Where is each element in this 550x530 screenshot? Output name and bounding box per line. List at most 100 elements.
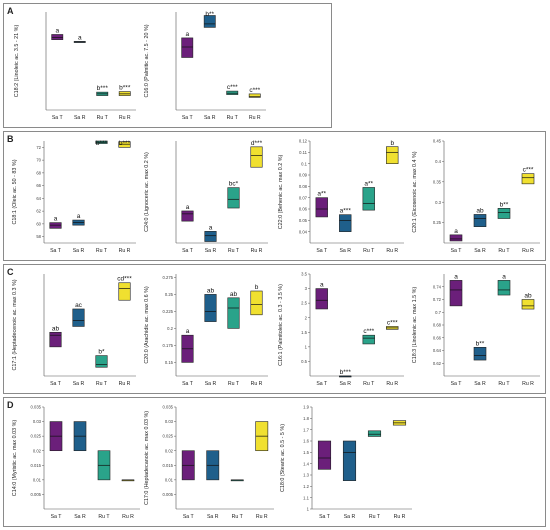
y-tick-label: 64 (36, 196, 41, 201)
x-tick-label: Ru T (363, 248, 375, 254)
significance-label: a** (364, 180, 373, 187)
significance-label: b (255, 284, 259, 291)
box-1 (449, 234, 463, 242)
significance-label: ac (75, 302, 83, 309)
chart-linoleic: C18:2 (Linoleic ac. 3.5 - 21 %) Sa T a Sa R… (14, 12, 136, 121)
chart-oleic: C18:1 (Oleic ac. 50 - 83 %) 58 60 62 64 66 68 7… (12, 140, 136, 254)
box-2 (203, 15, 216, 28)
y-tick-label: 1.8 (303, 416, 309, 421)
x-tick-label: Ru R (119, 381, 131, 387)
y-tick-label: 66 (36, 183, 41, 188)
chart-stearic: C18:0 (Stearic ac. 0.5 - 5 %) 1 1.1 1.2 1.3 1… (280, 405, 412, 520)
x-tick-label: Ru R (119, 115, 131, 121)
y-tick-label: 72 (36, 145, 41, 150)
y-tick-label: 0.25 (433, 220, 442, 225)
x-tick-label: Sa T (316, 381, 328, 387)
y-tick-label: 0.015 (31, 463, 42, 468)
y-tick-label: 1.2 (303, 484, 309, 489)
y-axis-label: C18:3 (Linolenic ac. max 1.5 %) (412, 287, 418, 364)
box-1 (315, 197, 328, 218)
y-tick-label: 0.225 (163, 309, 174, 314)
box-4 (118, 282, 131, 301)
chart-heptadecanoic: C17:0 (Heptadecanoic ac. max 0.03 %) 0.00… (144, 405, 274, 520)
x-tick-label: Ru T (96, 381, 108, 387)
y-tick-label: 0.025 (163, 434, 174, 439)
significance-label: b** (500, 201, 509, 208)
y-tick-label: 0.45 (433, 139, 442, 144)
significance-label: ab (207, 287, 215, 294)
significance-label: a*** (340, 208, 352, 215)
y-axis-label: C16:1 (Palmitoleic ac. 0.3 - 3.5 %) (278, 284, 284, 366)
y-tick-label: 1.5 (301, 330, 307, 335)
y-tick-label: 0.02 (165, 448, 174, 453)
box-1 (181, 210, 194, 222)
box-2 (204, 294, 217, 322)
significance-label: b*** (119, 85, 131, 92)
y-tick-label: 0.12 (299, 139, 308, 144)
y-tick-label: 1.5 (303, 450, 309, 455)
box-4 (250, 146, 263, 168)
y-tick-label: 0.04 (299, 229, 308, 234)
x-tick-label: Ru T (97, 115, 109, 121)
significance-label: b** (476, 340, 485, 347)
x-tick-label: Ru T (498, 381, 510, 387)
significance-label: a (186, 204, 190, 211)
significance-label: a (186, 328, 190, 335)
box-1 (449, 280, 463, 307)
significance-label: b** (205, 11, 214, 18)
panel-b-label: B (7, 134, 14, 144)
y-tick-label: 0.72 (433, 297, 442, 302)
box-3 (367, 430, 382, 437)
y-tick-label: 0.03 (33, 419, 42, 424)
y-axis-label: C18:2 (Linoleic ac. 3.5 - 21 %) (14, 25, 20, 98)
y-axis-label: C17:0 (Heptadecanoic ac. max 0.03 %) (144, 411, 150, 505)
y-tick-label: 0.02 (33, 448, 42, 453)
x-tick-label: Ru R (522, 248, 534, 254)
x-tick-label: Sa T (451, 248, 463, 254)
y-tick-label: 1.1 (303, 495, 309, 500)
x-tick-label: Sa T (319, 514, 331, 520)
y-tick-label: 0.35 (433, 179, 442, 184)
significance-label: b*** (96, 140, 108, 147)
panel-d-label: D (7, 400, 14, 410)
x-tick-label: Ru R (256, 514, 268, 520)
box-1 (181, 37, 194, 58)
y-tick-label: 0.015 (163, 463, 174, 468)
y-tick-label: 0.68 (433, 323, 442, 328)
y-tick-label: 68 (36, 170, 41, 175)
x-tick-label: Sa T (52, 115, 64, 121)
y-tick-label: 0.175 (163, 343, 174, 348)
y-tick-label: 0.07 (299, 195, 308, 200)
panel-a-frame (3, 3, 332, 128)
y-axis-label: C18:0 (Stearic ac. 0.5 - 5 %) (280, 424, 286, 492)
y-axis-label: C18:1 (Oleic ac. 50 - 83 %) (12, 159, 18, 224)
x-tick-label: Ru R (251, 248, 263, 254)
y-tick-label: 0.01 (33, 477, 42, 482)
y-axis-label: C22:0 (Behenic ac. max 0.2 %) (278, 154, 284, 229)
x-tick-label: Ru T (228, 381, 240, 387)
y-tick-label: 0.3 (435, 200, 441, 205)
y-tick-label: 70 (36, 158, 41, 163)
box-1 (315, 288, 328, 310)
x-tick-label: Ru T (363, 381, 375, 387)
x-tick-label: Sa R (204, 115, 216, 121)
x-tick-label: Sa R (74, 514, 86, 520)
x-tick-label: Sa T (182, 248, 194, 254)
significance-label: b*** (340, 369, 352, 376)
significance-label: d*** (251, 140, 263, 147)
significance-label: c*** (227, 84, 238, 91)
x-tick-label: Ru T (498, 248, 510, 254)
y-tick-label: 58 (36, 234, 41, 239)
y-tick-label: 1.7 (303, 427, 309, 432)
y-tick-label: 3.5 (301, 272, 307, 277)
box-4 (521, 299, 535, 310)
box-2 (342, 440, 357, 481)
y-tick-label: 0.74 (433, 284, 442, 289)
box-2 (72, 308, 85, 327)
box-2 (204, 231, 217, 242)
significance-label: cd*** (117, 276, 132, 283)
chart-linolenic: C18:3 (Linolenic ac. max 1.5 %) 0.62 0.64 0… (412, 273, 540, 387)
box-1 (49, 331, 62, 348)
significance-label: b* (98, 349, 105, 356)
significance-label: a (454, 273, 458, 280)
